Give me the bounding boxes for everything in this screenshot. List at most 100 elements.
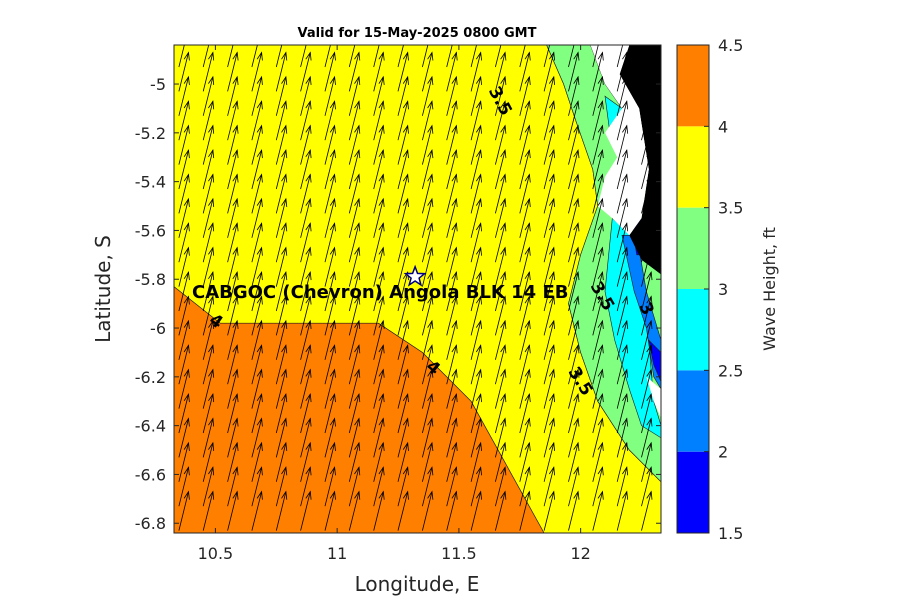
wave-arrow [373, 417, 385, 458]
wave-arrow [397, 441, 409, 482]
wave-arrow [227, 368, 239, 409]
wave-arrow [470, 490, 482, 531]
colorbar-swatch [677, 126, 709, 208]
wave-arrow [373, 75, 385, 116]
wave-arrow [519, 368, 531, 409]
wave-arrow [397, 344, 409, 385]
wave-arrow [592, 173, 604, 214]
wave-arrow [251, 197, 263, 238]
wave-arrow [397, 51, 409, 92]
wave-arrow [616, 51, 629, 92]
wave-arrow [495, 417, 507, 458]
wave-arrow [519, 270, 531, 312]
wave-arrow [422, 197, 434, 238]
wave-arrow [568, 466, 580, 507]
wave-arrow [348, 466, 361, 507]
wave-arrow [543, 148, 555, 190]
wave-arrow [324, 51, 336, 92]
wave-arrow [300, 124, 312, 165]
wave-height-regions [174, 45, 661, 533]
wave-arrow [348, 51, 361, 92]
wave-arrow [373, 51, 385, 92]
wave-arrow [275, 295, 288, 336]
colorbar-tick-label: 3 [718, 280, 728, 299]
wave-arrow [495, 124, 507, 165]
wave-arrow [470, 45, 477, 68]
wave-arrow [592, 441, 604, 482]
wave-arrow [348, 392, 361, 434]
wave-arrow [348, 368, 361, 409]
wave-arrow [543, 417, 555, 458]
wave-arrow [568, 45, 575, 68]
wave-arrow [543, 100, 555, 141]
wave-arrow [348, 148, 361, 190]
wave-arrow [495, 392, 507, 434]
wave-arrow [446, 51, 458, 92]
wave-arrow [616, 368, 629, 409]
wave-arrow [202, 417, 215, 458]
wave-arrow [324, 197, 336, 238]
wave-arrow [373, 319, 385, 360]
wave-arrow [178, 124, 190, 165]
wave-arrow [227, 295, 239, 336]
y-tick-label: -5.4 [135, 173, 166, 192]
region-white [590, 45, 649, 236]
colorbar-tick-label: 2 [718, 443, 728, 462]
wave-arrow [300, 466, 312, 507]
wave-arrow [422, 246, 434, 287]
wave-arrow [422, 45, 429, 68]
x-tick-label: 11.5 [441, 544, 477, 563]
wave-arrow [446, 246, 458, 287]
wave-arrow [202, 148, 215, 190]
wave-arrow [348, 197, 361, 238]
wave-arrow [300, 148, 312, 190]
wave-arrow [178, 441, 190, 482]
wave-arrow [227, 51, 239, 92]
wave-arrow [641, 344, 653, 385]
wave-arrow [324, 246, 336, 287]
wave-arrow [202, 100, 215, 141]
x-axis-ticks: 10.5 11 11.5 12 [198, 45, 591, 563]
wave-arrow [519, 222, 531, 263]
wave-arrow [641, 148, 653, 190]
colorbar-swatch [677, 370, 709, 452]
wave-arrow [616, 319, 629, 360]
wave-arrow [446, 441, 458, 482]
wave-arrow [227, 441, 239, 482]
y-axis-ticks: -5 -5.2 -5.4 -5.6 -5.8 -6 -6.2 -6.4 -6.6 -6.8 [135, 75, 661, 533]
wave-arrow [251, 319, 263, 360]
colorbar-label: Wave Height, ft [760, 227, 779, 351]
wave-arrow [592, 417, 604, 458]
wave-arrow [616, 270, 629, 312]
wave-arrow [275, 246, 288, 287]
wave-arrow [470, 173, 482, 214]
wave-arrow [227, 197, 239, 238]
wave-arrow [275, 45, 283, 68]
wave-arrow [495, 295, 507, 336]
wave-arrow [178, 344, 190, 385]
station-label: CABGOC (Chevron) Angola BLK 14 EB [192, 282, 568, 303]
wave-arrow [397, 417, 409, 458]
wave-arrow [373, 441, 385, 482]
wave-arrow [543, 466, 555, 507]
wave-arrow [324, 124, 336, 165]
colorbar: 1.5 2 2.5 3 3.5 4 4.5 [676, 36, 743, 543]
wave-arrow [251, 124, 263, 165]
wave-arrow [178, 295, 190, 336]
wave-arrow [641, 124, 653, 165]
colorbar-swatch [677, 45, 709, 127]
wave-arrow [373, 148, 385, 190]
wave-arrow [300, 392, 312, 434]
wave-arrow [348, 295, 361, 336]
wave-arrow [422, 295, 434, 336]
wave-arrow [227, 222, 239, 263]
wave-arrow [275, 173, 288, 214]
wave-arrow [446, 490, 458, 531]
wave-arrow [397, 124, 409, 165]
y-axis-label: Latitude, S [91, 235, 115, 343]
wave-arrow [422, 124, 434, 165]
wave-arrow [641, 295, 653, 336]
wave-arrow [178, 222, 190, 263]
wave-arrow [275, 466, 288, 507]
wave-arrow [373, 222, 385, 263]
